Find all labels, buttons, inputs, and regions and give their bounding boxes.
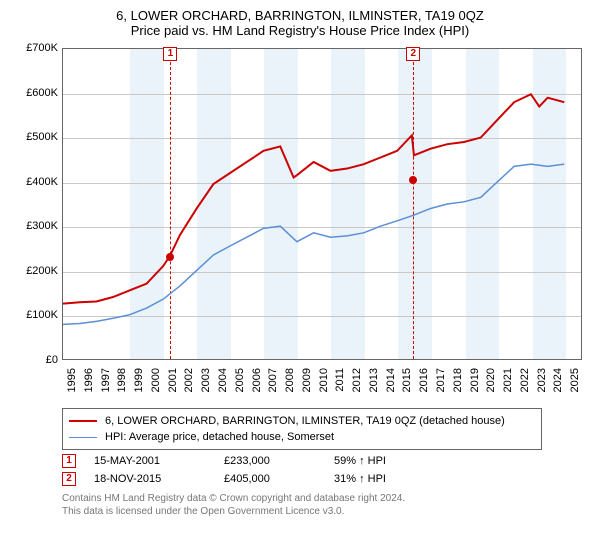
footer: Contains HM Land Registry data © Crown c…	[62, 492, 586, 518]
chart-title: 6, LOWER ORCHARD, BARRINGTON, ILMINSTER,…	[14, 8, 586, 23]
chart-subtitle: Price paid vs. HM Land Registry's House …	[14, 23, 586, 38]
series-line	[63, 94, 564, 303]
sale-row: 115-MAY-2001£233,00059% ↑ HPI	[62, 454, 586, 468]
x-axis-label: 2025	[569, 368, 600, 400]
y-axis-label: £500K	[14, 131, 58, 143]
chart-area: £0 £100K £200K £300K £400K £500K £600K £700K 12…	[14, 44, 586, 404]
legend-item: 6, LOWER ORCHARD, BARRINGTON, ILMINSTER,…	[69, 413, 535, 429]
y-axis-label: £600K	[14, 87, 58, 99]
sale-row: 218-NOV-2015£405,00031% ↑ HPI	[62, 472, 586, 486]
y-axis-label: £0	[14, 354, 58, 366]
y-axis-label: £200K	[14, 265, 58, 277]
y-axis-label: £100K	[14, 309, 58, 321]
legend-item: HPI: Average price, detached house, Some…	[69, 429, 535, 445]
y-axis-label: £400K	[14, 176, 58, 188]
series-line	[63, 164, 564, 324]
plot-region: 12	[62, 48, 582, 360]
legend: 6, LOWER ORCHARD, BARRINGTON, ILMINSTER,…	[62, 408, 542, 450]
y-axis-label: £700K	[14, 42, 58, 54]
y-axis-label: £300K	[14, 220, 58, 232]
